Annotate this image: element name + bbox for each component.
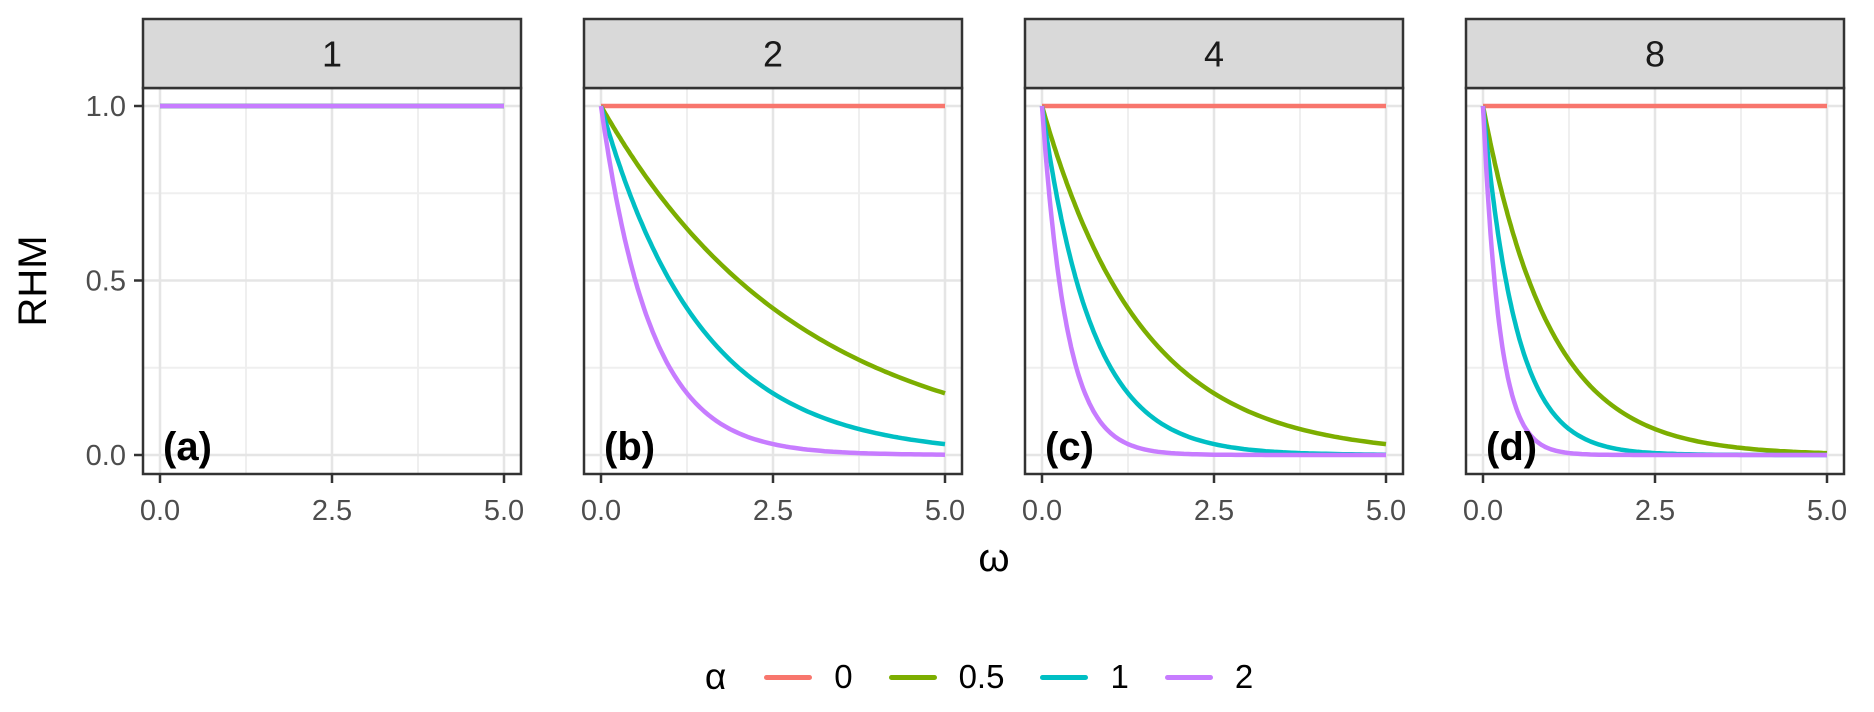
curve-alpha-2 [598,105,946,457]
legend-key-line [764,674,813,680]
x-tick-label: 5.0 [1366,495,1406,527]
panel-tag: (d) [1486,425,1537,469]
legend-label: 0.5 [958,658,1005,695]
legend-item-alpha-1: 1 [1040,658,1129,696]
x-tick-label: 2.5 [1194,495,1234,527]
y-axis-title: RHM [11,235,55,327]
x-tick-label: 0.0 [581,495,621,527]
facet-strip [1023,17,1405,90]
y-tick-label: 0.0 [86,440,126,472]
x-tick-label: 0.0 [1463,495,1503,527]
panel-tag: (c) [1045,425,1094,469]
x-tick-label: 0.0 [1022,495,1062,527]
panel-tag: (b) [604,425,655,469]
legend-items: 0 0.5 1 2 [764,658,1253,696]
x-tick-label: 5.0 [484,495,524,527]
y-tick-label: 1.0 [86,91,126,123]
x-tick-label: 5.0 [925,495,965,527]
curve-alpha-0.5 [1039,105,1387,447]
curve-alpha-0.5 [1480,105,1828,456]
x-axis-title: ω [978,536,1010,580]
curve-alpha-1 [598,105,946,447]
legend-item-alpha-0.5: 0.5 [888,658,1005,696]
curve-alpha-0.5 [599,104,946,396]
legend: α 0 0.5 1 2 [0,649,1874,705]
legend-label: 2 [1234,658,1254,695]
x-tick-label: 0.0 [140,495,180,527]
facet-strip-label: 4 [1204,34,1224,75]
facet-strip-label: 2 [763,34,783,75]
legend-label: 0 [834,658,853,695]
facet-strip [582,17,964,90]
legend-item-alpha-2: 2 [1164,658,1254,696]
x-tick-label: 5.0 [1807,495,1847,527]
legend-title: α [704,656,727,697]
legend-key-line [1040,674,1089,680]
legend-item-alpha-0: 0 [764,658,853,696]
x-tick-label: 2.5 [1635,495,1675,527]
curve-alpha-2 [1039,105,1386,458]
facet-strip [1464,17,1846,90]
y-tick-label: 0.5 [86,266,126,298]
legend-key-line [1164,674,1213,680]
facet-strip-label: 1 [322,34,342,75]
x-tick-label: 2.5 [753,495,793,527]
curve-alpha-2 [1480,105,1827,458]
legend-key-line [888,674,937,680]
facet-strip-label: 8 [1645,34,1665,75]
legend-label: 1 [1110,658,1129,695]
panel-tag: (a) [163,425,212,469]
facet-strip [141,17,523,90]
x-tick-label: 2.5 [312,495,352,527]
